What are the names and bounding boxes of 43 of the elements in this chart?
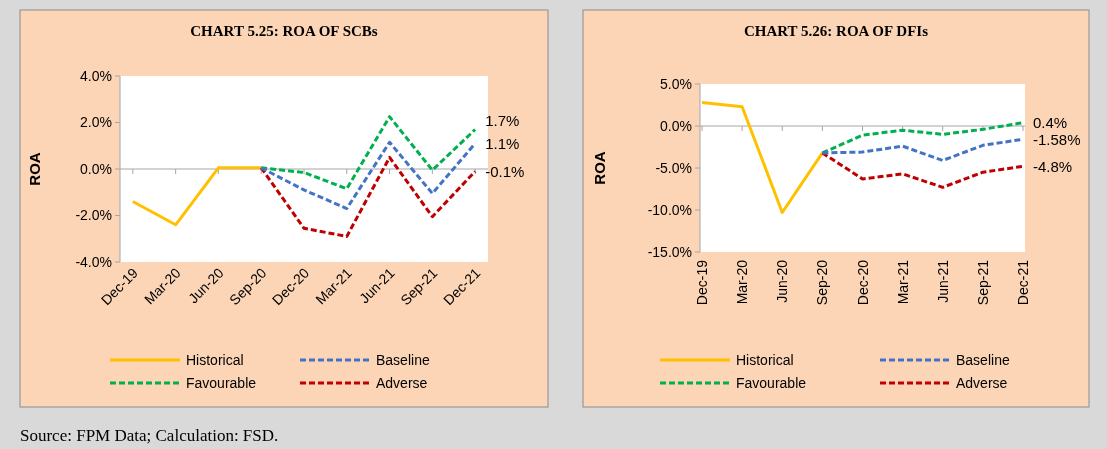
y-tick-label: 0.0% (80, 160, 112, 177)
line-series (259, 140, 477, 211)
legend-label: Baseline (956, 351, 1010, 368)
y-tick-label: -15.0% (647, 243, 692, 260)
line-series (700, 100, 824, 215)
legend-label: Historical (736, 351, 794, 368)
x-tick-label: Dec-19 (694, 259, 711, 306)
legend-label: Baseline (376, 351, 430, 368)
line-series (259, 115, 477, 191)
legend-label: Favourable (736, 374, 807, 391)
y-tick-label: 5.0% (660, 75, 692, 92)
annotation: 1.7% (485, 112, 520, 130)
legend-label: Adverse (956, 374, 1008, 391)
y-tick-label: -5.0% (655, 159, 692, 176)
x-tick-label: Jun-20 (774, 259, 791, 303)
annotation: -4.8% (1032, 157, 1073, 175)
y-tick-label: -2.0% (75, 207, 112, 224)
x-tick-label: Sep-20 (814, 259, 831, 306)
line-series (259, 155, 477, 238)
annotation: -1.58% (1032, 130, 1081, 148)
annotation: -0.1% (485, 162, 525, 180)
y-tick-label: 2.0% (80, 114, 112, 131)
annotation: 0.4% (1032, 113, 1068, 131)
x-tick-label: Mar-20 (734, 259, 751, 305)
y-tick-label: -4.0% (75, 253, 112, 270)
x-tick-label: Sep-21 (974, 259, 991, 306)
y-tick-label: 0.0% (660, 117, 692, 134)
source-note: Source: FPM Data; Calculation: FSD. (20, 426, 279, 445)
chart-title: CHART 5.26: ROA OF DFIs (743, 23, 929, 39)
line-series (820, 151, 1025, 189)
y-tick-label: -10.0% (647, 201, 692, 218)
y-axis-title: ROA (591, 151, 608, 185)
x-tick-label: Mar-21 (894, 259, 911, 305)
legend-label: Historical (186, 351, 244, 368)
y-axis-title: ROA (26, 152, 43, 186)
legend-label: Adverse (376, 374, 428, 391)
x-tick-label: Jun-21 (934, 259, 951, 303)
y-tick-label: 4.0% (80, 67, 112, 84)
x-tick-label: Dec-21 (1014, 259, 1031, 306)
x-tick-label: Dec-20 (854, 259, 871, 306)
legend-label: Favourable (186, 374, 257, 391)
annotation: 1.1% (485, 134, 520, 152)
chart-title: CHART 5.25: ROA OF SCBs (190, 23, 378, 39)
